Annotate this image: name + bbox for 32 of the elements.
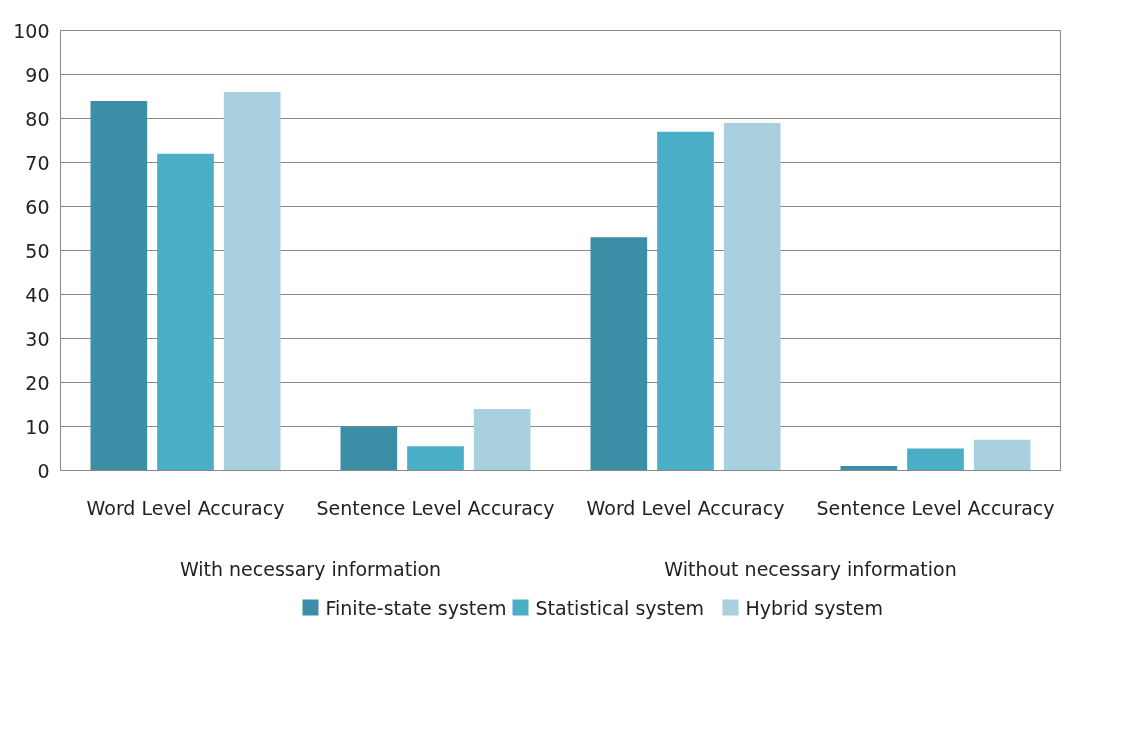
bar: [657, 131, 714, 471]
y-tick-label: 100: [13, 19, 50, 42]
bar: [907, 448, 964, 471]
y-tick-label: 0: [37, 459, 50, 482]
y-tick-label: 60: [25, 195, 50, 218]
legend-label: Finite-state system: [325, 596, 507, 619]
y-tick-label: 90: [25, 63, 50, 86]
x-tick-label: Word Level Accuracy: [586, 496, 785, 519]
bar: [340, 426, 398, 471]
y-tick-label: 10: [25, 415, 50, 438]
bar: [590, 237, 648, 471]
y-tick-label: 70: [25, 151, 50, 174]
y-tick-label: 80: [25, 107, 50, 130]
bar: [90, 100, 148, 471]
x-tick-label: Word Level Accuracy: [86, 496, 285, 519]
bar: [407, 446, 464, 471]
bar: [723, 122, 781, 471]
text: With necessary information: [179, 557, 442, 580]
bar: [223, 92, 281, 471]
y-tick-label: 40: [25, 283, 50, 306]
x-tick-label: Sentence Level Accuracy: [816, 496, 1055, 519]
text: Without necessary information: [664, 557, 957, 580]
bar: [840, 466, 898, 471]
x-tick-label: Sentence Level Accuracy: [316, 496, 555, 519]
y-tick-label: 20: [25, 371, 50, 394]
bar: [973, 439, 1031, 471]
y-tick-label: 50: [25, 239, 50, 262]
bar: [157, 153, 214, 471]
legend-label: Statistical system: [535, 596, 705, 619]
bar: [473, 408, 531, 471]
y-tick-label: 30: [25, 327, 50, 350]
legend-label: Hybrid system: [745, 596, 883, 619]
